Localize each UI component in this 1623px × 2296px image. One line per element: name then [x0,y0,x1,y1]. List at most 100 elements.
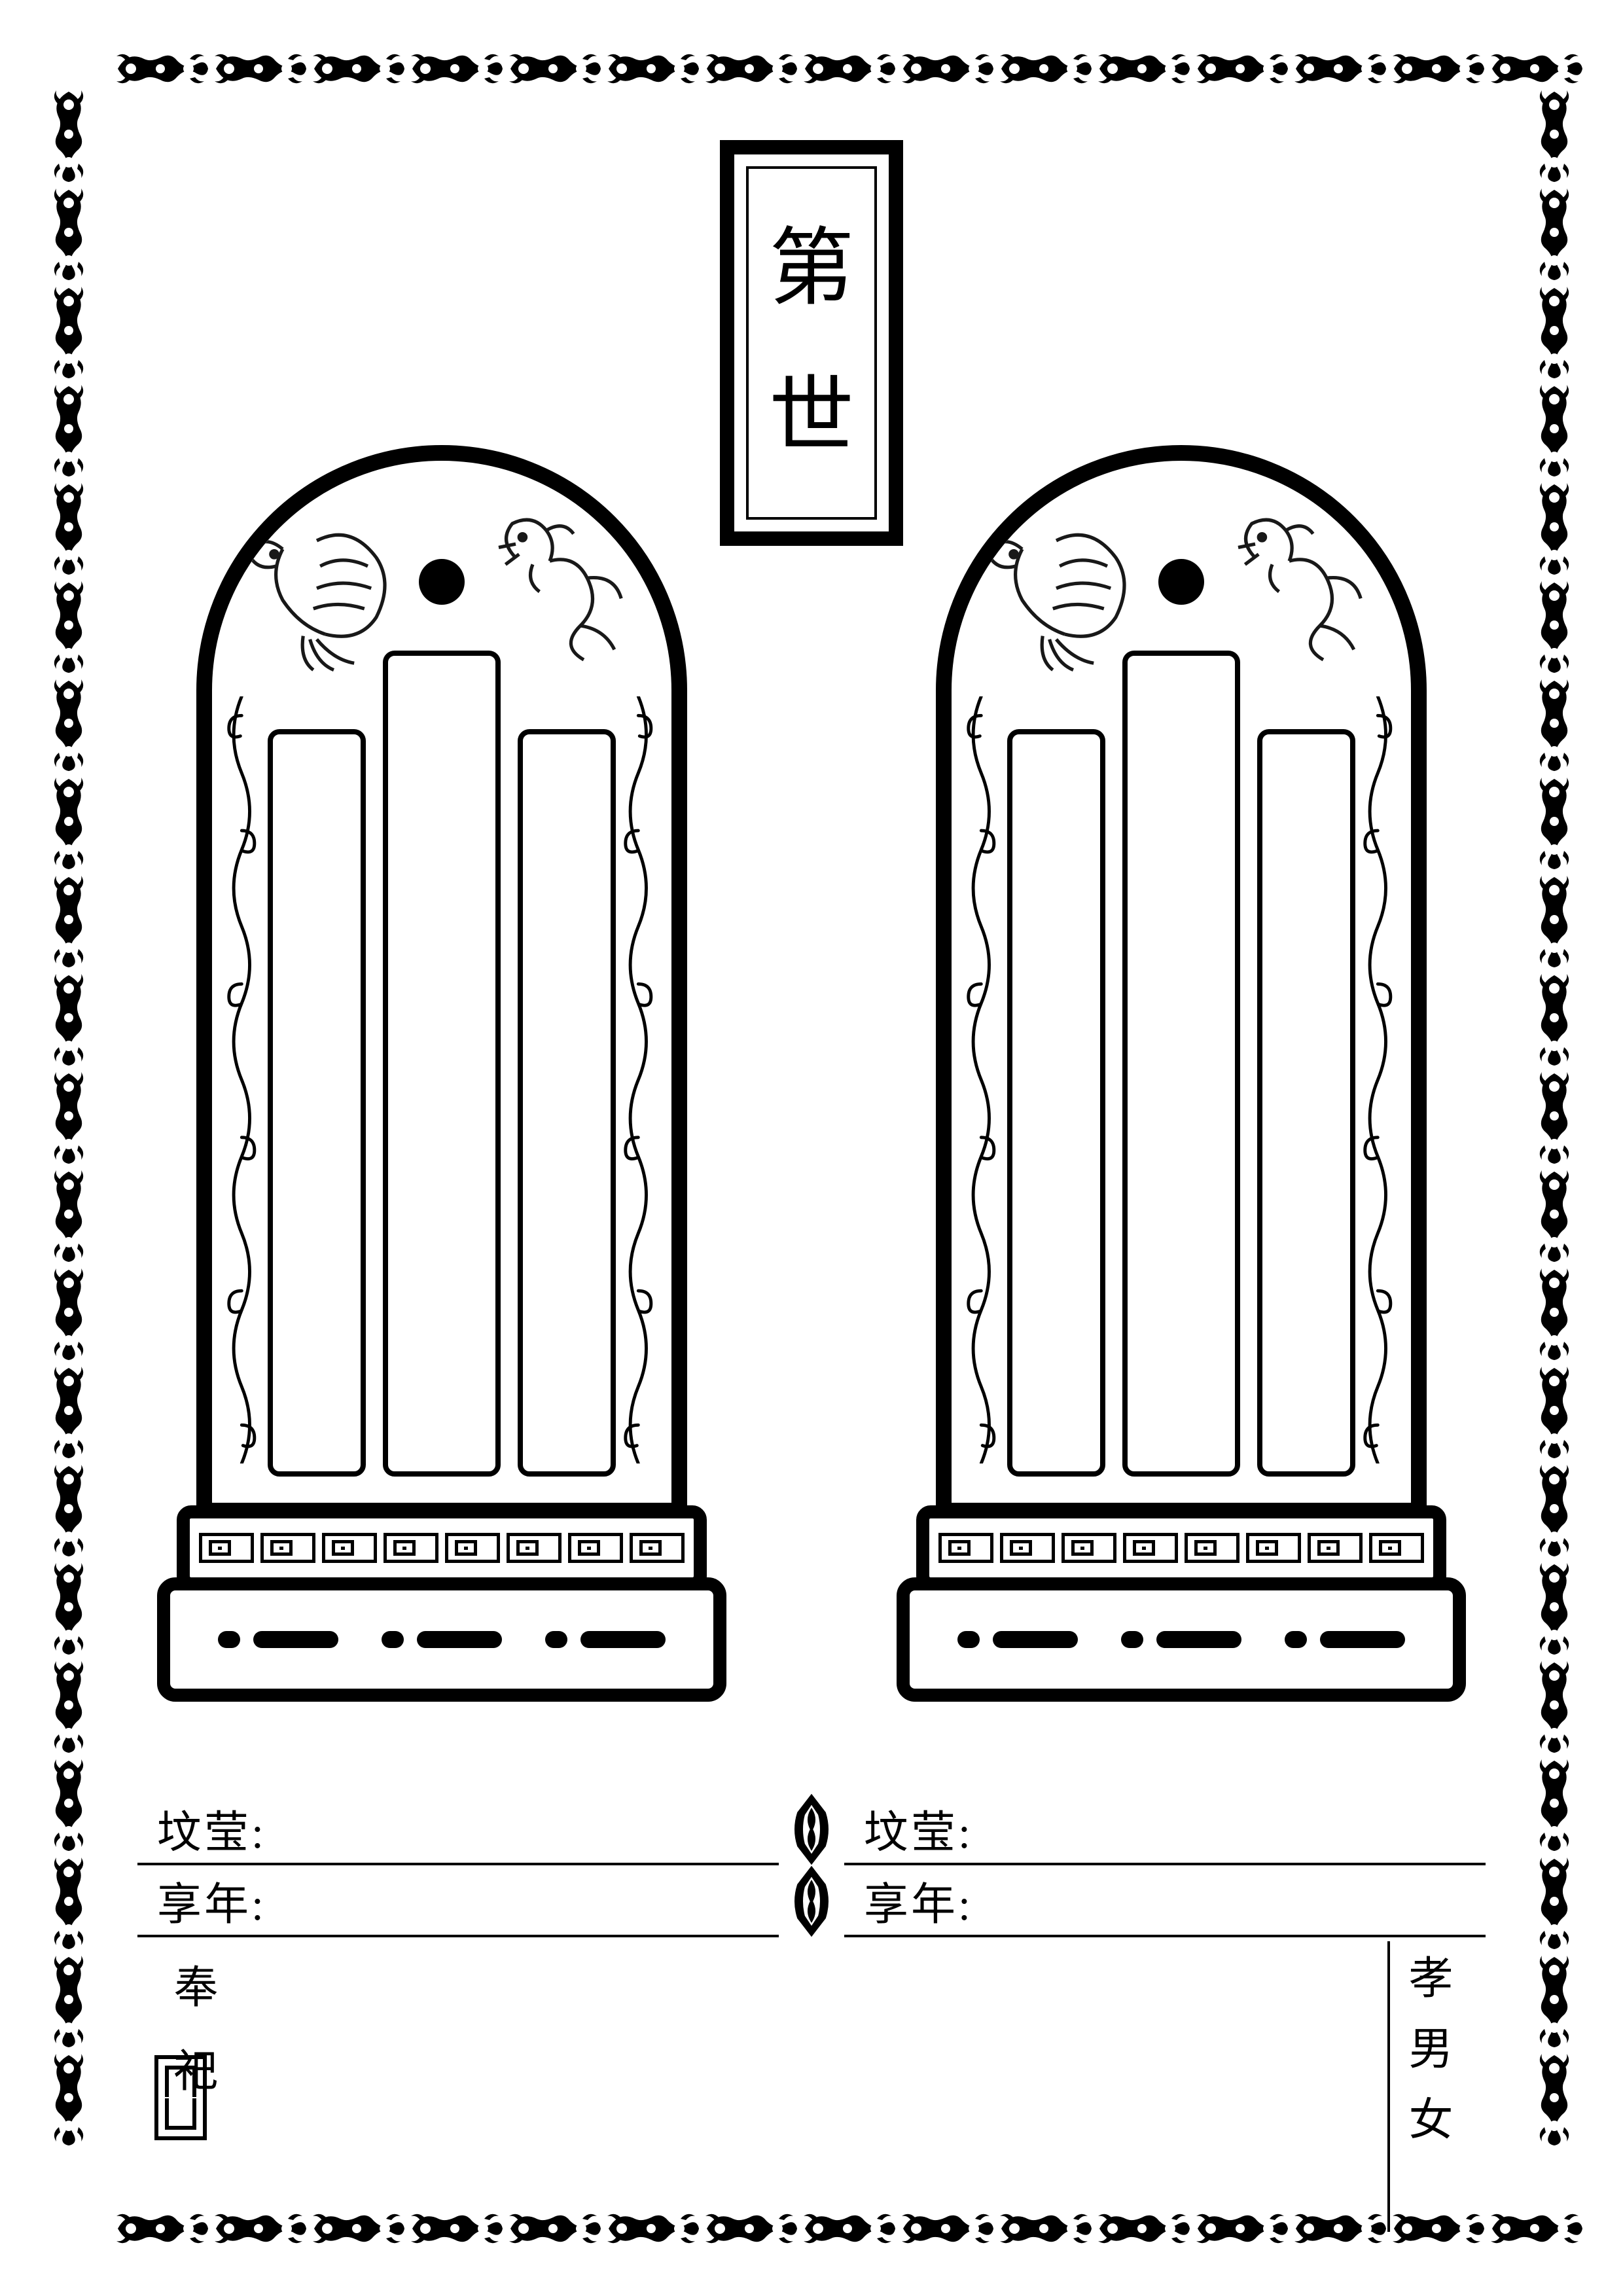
border-ornament-icon [700,46,798,92]
inscription-columns [991,651,1372,1477]
inscription-col-right [518,729,616,1477]
border-ornament-icon [46,183,92,281]
age-label: 享年: [844,1868,973,1933]
border-ornament-icon [1486,2206,1584,2251]
meander-cell [1185,1533,1240,1563]
pearl-icon [1158,559,1204,605]
vine-scroll-right [1360,696,1399,1463]
meander-cell [383,1533,438,1563]
border-ornament-icon [1531,1852,1577,1950]
border-ornament-icon [46,2049,92,2147]
descendants-block: 奉祀 孝男女 [137,1957,1486,2232]
generation-title-inner: 第 世 [746,166,877,520]
border-ornament-icon [308,46,406,92]
dragon-phoenix-arch [952,461,1411,683]
border-ornament-icon [1531,380,1577,478]
border-ornament-icon [46,1165,92,1263]
meander-cell [938,1533,993,1563]
info-block: 坟莹: 享年: 坟莹: 享年 [137,1793,1486,1937]
border-ornament-icon [1531,478,1577,576]
border-ornament-icon [1531,870,1577,969]
border-ornament-icon [995,46,1093,92]
vine-scroll-right [620,696,660,1463]
dash-bar [580,1631,666,1648]
stele-body [196,445,687,1518]
dash-group [545,1631,666,1648]
border-ornament-icon [111,46,209,92]
border-left [46,85,92,2147]
border-ornament-icon [1191,46,1289,92]
grave-location-label: 坟莹: [844,1796,973,1861]
meander-cell [1061,1533,1116,1563]
dash-bar [1320,1631,1405,1648]
memorial-tablet-left [157,445,726,1702]
dash-group [218,1631,338,1648]
border-ornament-icon [897,46,995,92]
border-ornament-icon [1531,1165,1577,1263]
dash-bar [993,1631,1078,1648]
dash-group [382,1631,502,1648]
inscription-col-center [383,651,501,1477]
info-col-right: 坟莹: 享年: [844,1793,1486,1937]
border-ornament-icon [1531,1067,1577,1165]
border-ornament-icon [46,478,92,576]
border-ornament-icon [46,380,92,478]
plinth-lower [157,1577,726,1702]
border-ornament-icon [1531,85,1577,183]
memorial-tablet-right [897,445,1466,1702]
border-ornament-icon [1093,46,1191,92]
meander-cell [260,1533,315,1563]
meander-cell [630,1533,685,1563]
dragon-phoenix-arch [212,461,671,683]
border-ornament-icon [1531,576,1577,674]
border-ornament-icon [46,1950,92,2049]
grave-location-row-left: 坟莹: [137,1793,779,1865]
border-ornament-icon [1531,1558,1577,1656]
border-ornament-icon [46,1558,92,1656]
border-ornament-icon [602,46,700,92]
descendants-right-box: 孝男女 [1387,1941,1486,2232]
center-divider-ornament [792,1793,831,1937]
dash-dot [957,1631,980,1648]
age-row-right: 享年: [844,1865,1486,1937]
info-col-left: 坟莹: 享年: [137,1793,779,1937]
meander-cell [1308,1533,1363,1563]
border-ornament-icon [1531,1656,1577,1754]
age-row-left: 享年: [137,1865,779,1937]
meander-cell [199,1533,254,1563]
border-right [1531,85,1577,2147]
border-ornament-icon [46,870,92,969]
meander-cell [1246,1533,1301,1563]
seal-icon [154,2055,207,2140]
dash-dot [1285,1631,1307,1648]
dash-group [1121,1631,1241,1648]
border-ornament-icon [1531,674,1577,772]
dash-group [957,1631,1078,1648]
age-label: 享年: [137,1868,266,1933]
border-ornament-icon [46,1263,92,1361]
dash-dot [545,1631,567,1648]
stele-body [936,445,1427,1518]
generation-char-2: 世 [769,374,854,459]
dash-bar [1156,1631,1241,1648]
border-ornament-icon [46,576,92,674]
plinth-lower [897,1577,1466,1702]
pearl-icon [419,559,465,605]
grave-location-label: 坟莹: [137,1796,266,1861]
border-ornament-icon [504,46,602,92]
inscription-col-left [1007,729,1105,1477]
grave-location-row-right: 坟莹: [844,1793,1486,1865]
border-ornament-icon [46,85,92,183]
border-top [111,46,1584,92]
meander-cell [1369,1533,1424,1563]
border-ornament-icon [1531,1263,1577,1361]
border-ornament-icon [1531,1460,1577,1558]
border-ornament-icon [1531,1361,1577,1460]
border-ornament-icon [406,46,504,92]
dash-bar [417,1631,502,1648]
border-ornament-icon [46,969,92,1067]
inscription-columns [251,651,632,1477]
border-ornament-icon [46,281,92,380]
dash-bar [253,1631,338,1648]
generation-char-1: 第 [769,226,854,312]
